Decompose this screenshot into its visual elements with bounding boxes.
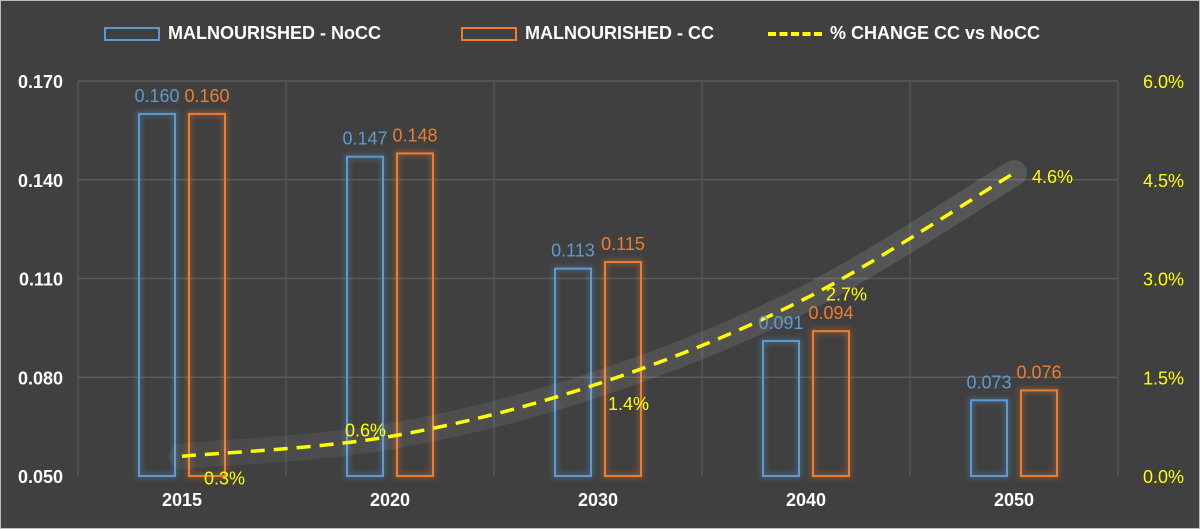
y-left-tick-label: 0.050 <box>18 467 63 487</box>
x-tick-label: 2050 <box>994 490 1034 510</box>
bar-glow <box>552 266 594 479</box>
data-label-nocc: 0.073 <box>966 372 1011 392</box>
data-label-nocc: 0.113 <box>551 241 595 261</box>
y-left-tick-label: 0.080 <box>18 368 63 388</box>
data-label-cc: 0.148 <box>392 125 437 145</box>
data-label-cc: 0.094 <box>808 303 853 323</box>
bar-cc <box>812 330 850 477</box>
y-left-tick-label: 0.140 <box>18 171 63 191</box>
y-right-tick-label: 0.0% <box>1143 467 1184 487</box>
y-left-tick-label: 0.170 <box>18 72 63 92</box>
data-label-nocc: 0.160 <box>134 86 179 106</box>
legend-swatch-nocc <box>104 26 160 41</box>
bar-glow <box>968 397 1010 479</box>
legend-item-cc: MALNOURISHED - CC <box>461 23 714 44</box>
bar-glow <box>1018 387 1060 479</box>
bar-glow <box>810 328 852 479</box>
bar-glow <box>186 111 228 479</box>
legend-swatch-cc <box>461 26 517 41</box>
data-label-cc: 0.076 <box>1016 362 1061 382</box>
data-label-nocc: 0.091 <box>758 313 803 333</box>
data-label-change: 0.6% <box>345 421 386 441</box>
data-label-cc: 0.160 <box>184 86 229 106</box>
data-label-cc: 0.115 <box>601 234 645 254</box>
data-label-change: 4.6% <box>1032 167 1073 187</box>
legend-item-change: % CHANGE CC vs NoCC <box>768 23 1040 44</box>
line-glow <box>169 160 1027 470</box>
x-tick-label: 2040 <box>786 490 826 510</box>
bar-nocc <box>346 155 384 477</box>
y-right-tick-label: 1.5% <box>1143 368 1184 388</box>
data-label-nocc: 0.147 <box>342 129 387 149</box>
legend: MALNOURISHED - NoCC MALNOURISHED - CC % … <box>1 23 1199 49</box>
legend-item-nocc: MALNOURISHED - NoCC <box>104 23 381 44</box>
legend-label-change: % CHANGE CC vs NoCC <box>830 23 1041 43</box>
bar-nocc <box>554 267 592 477</box>
data-label-change: 2.7% <box>826 284 867 304</box>
data-label-change: 1.4% <box>608 394 649 414</box>
data-label-change: 0.3% <box>204 468 245 488</box>
bar-nocc <box>970 399 1008 477</box>
x-tick-label: 2015 <box>162 490 202 510</box>
x-tick-label: 2030 <box>578 490 618 510</box>
bar-cc <box>396 152 434 478</box>
y-right-tick-label: 4.5% <box>1143 171 1184 191</box>
y-left-tick-label: 0.110 <box>19 270 63 290</box>
legend-label-nocc: MALNOURISHED - NoCC <box>168 23 381 43</box>
legend-label-cc: MALNOURISHED - CC <box>525 23 714 43</box>
bar-glow <box>136 111 178 479</box>
bar-nocc <box>138 112 176 478</box>
line-change-series <box>181 171 1015 458</box>
legend-swatch-change <box>768 31 822 36</box>
bar-cc <box>1020 389 1058 477</box>
bar-glow <box>760 338 802 479</box>
bar-nocc <box>762 340 800 477</box>
bar-cc <box>188 112 226 478</box>
y-right-tick-label: 3.0% <box>1143 270 1184 290</box>
y-right-tick-label: 6.0% <box>1143 72 1184 92</box>
x-tick-label: 2020 <box>370 490 410 510</box>
